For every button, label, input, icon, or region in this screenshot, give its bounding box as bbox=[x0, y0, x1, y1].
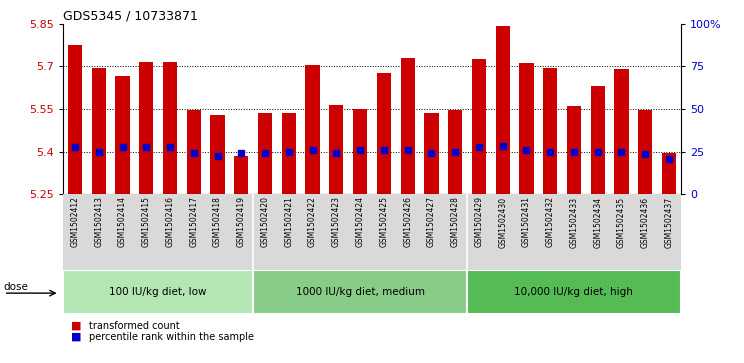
Bar bbox=[591, 86, 605, 194]
Bar bbox=[63, 270, 253, 314]
Bar bbox=[400, 58, 414, 194]
Bar bbox=[234, 156, 248, 194]
Text: GSM1502419: GSM1502419 bbox=[237, 196, 246, 248]
Text: GSM1502412: GSM1502412 bbox=[71, 196, 80, 247]
Bar bbox=[115, 76, 129, 194]
Text: GSM1502437: GSM1502437 bbox=[664, 196, 673, 248]
Text: GSM1502436: GSM1502436 bbox=[641, 196, 650, 248]
Bar bbox=[519, 64, 533, 194]
Bar bbox=[472, 59, 486, 194]
Bar bbox=[376, 73, 391, 194]
Text: GSM1502424: GSM1502424 bbox=[356, 196, 365, 248]
Bar bbox=[467, 270, 681, 314]
Bar bbox=[424, 113, 438, 194]
Bar bbox=[448, 110, 462, 194]
Bar bbox=[353, 109, 368, 194]
Text: GSM1502416: GSM1502416 bbox=[166, 196, 175, 248]
Text: GSM1502414: GSM1502414 bbox=[118, 196, 127, 248]
Bar bbox=[258, 113, 272, 194]
Bar bbox=[253, 270, 467, 314]
Bar bbox=[615, 69, 629, 194]
Text: GSM1502434: GSM1502434 bbox=[593, 196, 602, 248]
Text: transformed count: transformed count bbox=[89, 321, 180, 331]
Text: GSM1502413: GSM1502413 bbox=[94, 196, 103, 248]
Text: dose: dose bbox=[4, 282, 28, 292]
Bar bbox=[543, 68, 557, 194]
Bar bbox=[330, 105, 344, 194]
Text: ■: ■ bbox=[71, 332, 81, 342]
Text: GSM1502420: GSM1502420 bbox=[260, 196, 269, 248]
Text: GSM1502432: GSM1502432 bbox=[545, 196, 554, 248]
Text: GSM1502431: GSM1502431 bbox=[522, 196, 531, 248]
Bar bbox=[306, 65, 320, 194]
Text: GSM1502427: GSM1502427 bbox=[427, 196, 436, 248]
Bar bbox=[139, 62, 153, 194]
Text: GSM1502422: GSM1502422 bbox=[308, 196, 317, 247]
Bar bbox=[567, 106, 581, 194]
Text: 1000 IU/kg diet, medium: 1000 IU/kg diet, medium bbox=[295, 287, 425, 297]
Text: GSM1502415: GSM1502415 bbox=[142, 196, 151, 248]
Text: GDS5345 / 10733871: GDS5345 / 10733871 bbox=[63, 9, 198, 22]
Bar bbox=[163, 62, 177, 194]
Text: 10,000 IU/kg diet, high: 10,000 IU/kg diet, high bbox=[514, 287, 633, 297]
Text: GSM1502433: GSM1502433 bbox=[569, 196, 578, 248]
Bar bbox=[496, 26, 510, 194]
Text: GSM1502426: GSM1502426 bbox=[403, 196, 412, 248]
Text: percentile rank within the sample: percentile rank within the sample bbox=[89, 332, 254, 342]
Text: GSM1502421: GSM1502421 bbox=[284, 196, 293, 247]
Text: GSM1502428: GSM1502428 bbox=[451, 196, 460, 247]
Text: GSM1502418: GSM1502418 bbox=[213, 196, 222, 247]
Text: 100 IU/kg diet, low: 100 IU/kg diet, low bbox=[109, 287, 207, 297]
Text: ■: ■ bbox=[71, 321, 81, 331]
Bar bbox=[187, 110, 201, 194]
Text: GSM1502425: GSM1502425 bbox=[379, 196, 388, 248]
Text: GSM1502417: GSM1502417 bbox=[190, 196, 199, 248]
Bar bbox=[211, 115, 225, 194]
Bar bbox=[638, 110, 652, 194]
Text: GSM1502430: GSM1502430 bbox=[498, 196, 507, 248]
Text: GSM1502429: GSM1502429 bbox=[475, 196, 484, 248]
Text: GSM1502435: GSM1502435 bbox=[617, 196, 626, 248]
Text: GSM1502423: GSM1502423 bbox=[332, 196, 341, 248]
Bar bbox=[661, 153, 676, 194]
Bar bbox=[68, 45, 83, 194]
Bar bbox=[92, 68, 106, 194]
Bar bbox=[282, 113, 296, 194]
